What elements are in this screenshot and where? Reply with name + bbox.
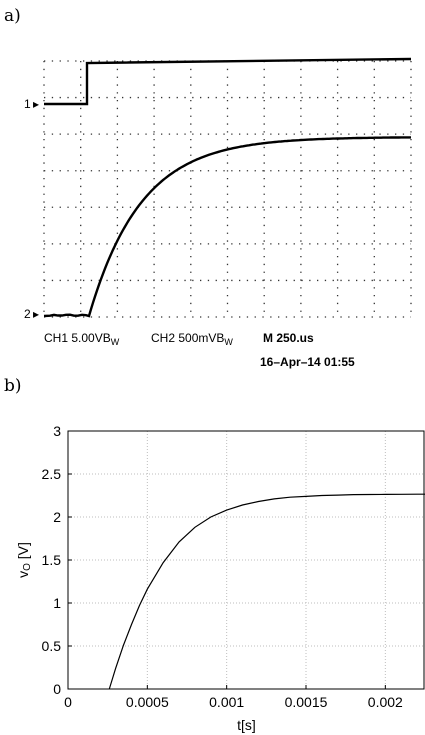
ch2-readout: CH2 500mVBW: [151, 331, 233, 347]
x-tick-label: 0.0005: [126, 694, 169, 710]
oscilloscope-screen: 1 ▸ 2 ▸ CH1 5.00VBW CH2 500mVBW M 250.us…: [0, 0, 425, 380]
x-axis-label: t[s]: [237, 717, 256, 733]
ch1-marker-arrow: ▸: [33, 97, 39, 111]
y-tick-label: 2: [53, 509, 61, 525]
x-tick-label: 0.0015: [285, 694, 328, 710]
ch2-marker: 2: [24, 307, 31, 321]
plot-axes-frame: [68, 431, 424, 689]
ch2-response-trace: [44, 137, 411, 316]
datetime-readout: 16–Apr–14 01:55: [260, 355, 355, 369]
y-axis-label: vO [V]: [15, 542, 33, 578]
x-tick-label: 0.001: [209, 694, 244, 710]
ch1-readout: CH1 5.00VBW: [44, 331, 120, 347]
y-tick-label: 0: [53, 681, 61, 697]
y-tick-label: 3: [53, 423, 61, 439]
timebase-readout: M 250.us: [263, 331, 314, 345]
ch1-marker: 1: [24, 97, 31, 111]
plot-gridlines: [68, 431, 425, 689]
ch2-marker-arrow: ▸: [33, 307, 39, 321]
series-line: [109, 494, 425, 689]
y-tick-label: 1.5: [42, 552, 62, 568]
y-tick-label: 1: [53, 595, 61, 611]
x-tick-label: 0: [64, 694, 72, 710]
scope-grid: [44, 61, 411, 317]
y-tick-label: 0.5: [42, 638, 62, 654]
plot-tick-labels: 0 0.0005 0.001 0.0015 0.002 0 0.5 1 1.5 2 2.5 3: [42, 423, 404, 710]
y-tick-label: 2.5: [42, 466, 62, 482]
x-tick-label: 0.002: [368, 694, 403, 710]
